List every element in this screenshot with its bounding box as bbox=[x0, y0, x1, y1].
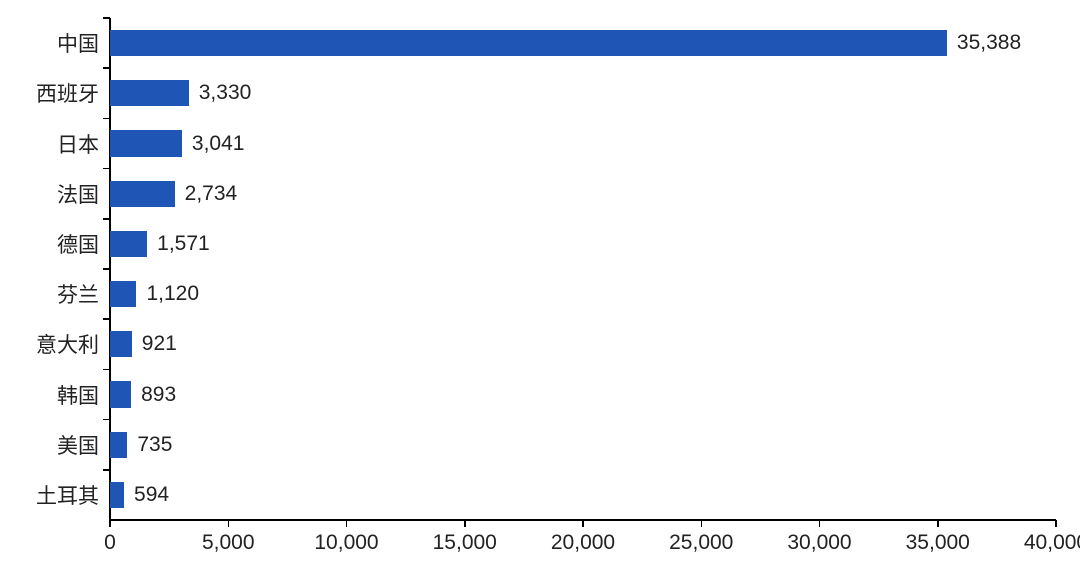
category-label: 日本 bbox=[57, 129, 99, 159]
category-label: 芬兰 bbox=[57, 279, 99, 309]
bar bbox=[110, 482, 124, 508]
x-tick bbox=[937, 520, 939, 527]
category-label: 德国 bbox=[57, 229, 99, 259]
category-label: 美国 bbox=[57, 430, 99, 460]
value-label: 3,330 bbox=[199, 81, 252, 105]
x-tick bbox=[464, 520, 466, 527]
x-tick-label: 0 bbox=[104, 531, 116, 555]
bar bbox=[110, 381, 131, 407]
x-tick bbox=[701, 520, 703, 527]
x-tick-label: 15,000 bbox=[433, 531, 497, 555]
x-tick bbox=[228, 520, 230, 527]
bar bbox=[110, 130, 182, 156]
x-tick bbox=[109, 520, 111, 527]
bar bbox=[110, 30, 947, 56]
x-tick bbox=[1055, 520, 1057, 527]
category-label: 法国 bbox=[57, 179, 99, 209]
category-label: 西班牙 bbox=[36, 78, 99, 108]
x-tick-label: 25,000 bbox=[669, 531, 733, 555]
y-tick bbox=[103, 318, 110, 320]
y-tick bbox=[103, 369, 110, 371]
value-label: 35,388 bbox=[957, 31, 1021, 55]
y-tick bbox=[103, 469, 110, 471]
x-tick bbox=[819, 520, 821, 527]
x-tick-label: 5,000 bbox=[202, 531, 255, 555]
category-label: 韩国 bbox=[57, 380, 99, 410]
x-tick-label: 30,000 bbox=[787, 531, 851, 555]
value-label: 2,734 bbox=[185, 182, 238, 206]
y-tick bbox=[103, 218, 110, 220]
value-label: 921 bbox=[142, 332, 177, 356]
category-label: 土耳其 bbox=[36, 480, 99, 510]
category-label: 中国 bbox=[57, 28, 99, 58]
value-label: 1,120 bbox=[146, 282, 199, 306]
x-tick-label: 10,000 bbox=[314, 531, 378, 555]
bar bbox=[110, 80, 189, 106]
x-tick-label: 35,000 bbox=[906, 531, 970, 555]
value-label: 594 bbox=[134, 483, 169, 507]
category-label: 意大利 bbox=[36, 329, 99, 359]
bar-chart: 中国 35,388 西班牙 3,330 日本 3,041 法国 2,734 德国 1,571 芬兰 1… bbox=[0, 0, 1080, 576]
bar bbox=[110, 231, 147, 257]
y-tick bbox=[103, 268, 110, 270]
value-label: 893 bbox=[141, 383, 176, 407]
bar bbox=[110, 281, 136, 307]
value-label: 1,571 bbox=[157, 232, 210, 256]
y-tick bbox=[103, 118, 110, 120]
x-tick bbox=[582, 520, 584, 527]
y-tick bbox=[103, 419, 110, 421]
value-label: 3,041 bbox=[192, 132, 245, 156]
bar bbox=[110, 181, 175, 207]
x-tick-label: 20,000 bbox=[551, 531, 615, 555]
y-tick bbox=[103, 168, 110, 170]
bar bbox=[110, 331, 132, 357]
x-tick-label: 40,000 bbox=[1024, 531, 1080, 555]
y-tick bbox=[103, 17, 110, 19]
y-tick bbox=[103, 67, 110, 69]
bar bbox=[110, 432, 127, 458]
value-label: 735 bbox=[137, 433, 172, 457]
x-tick bbox=[346, 520, 348, 527]
